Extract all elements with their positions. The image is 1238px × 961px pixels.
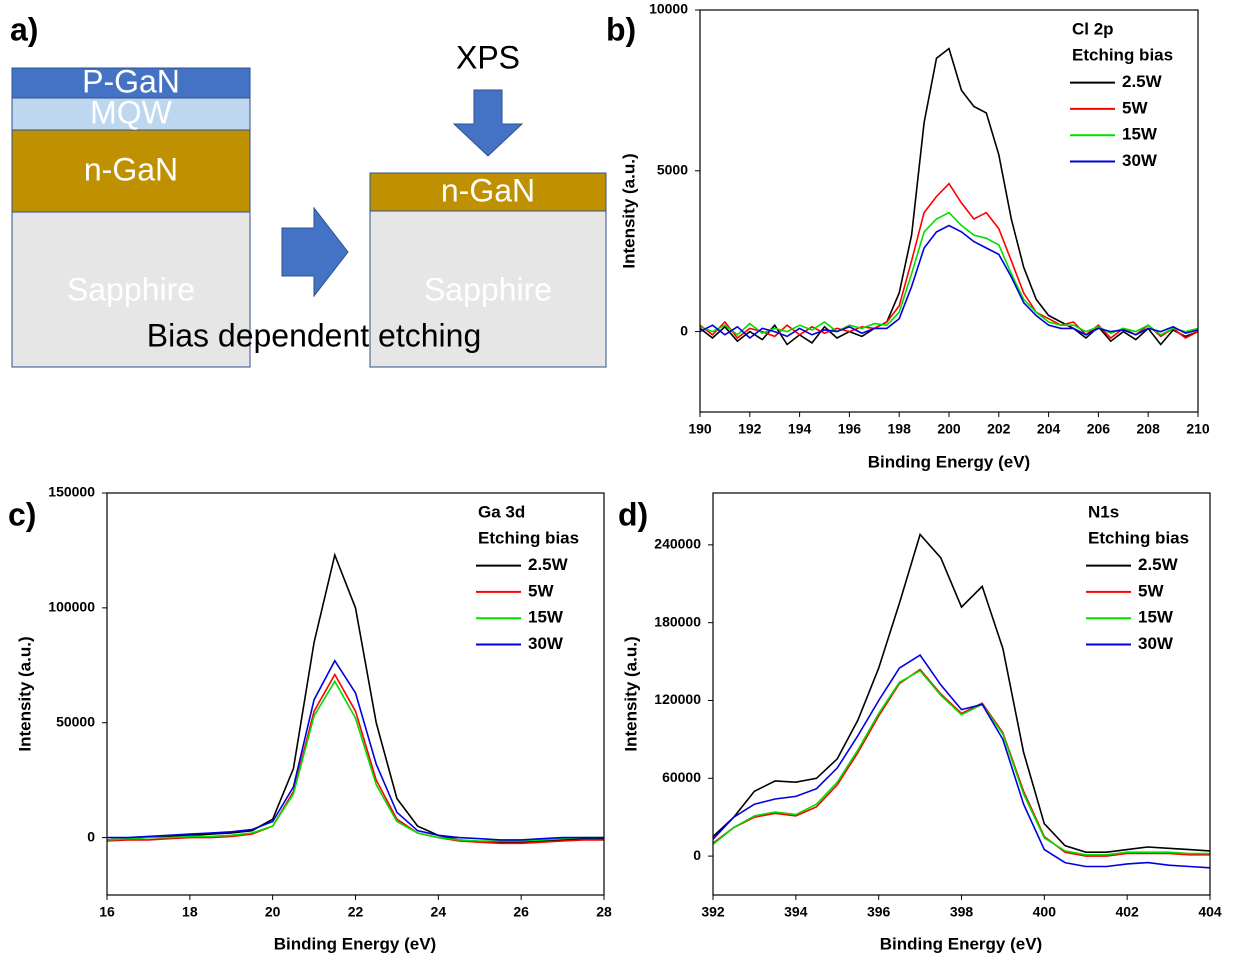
x-tick-label: 402 xyxy=(1115,904,1139,920)
series-line xyxy=(107,659,604,841)
diagram: a) P-GaN MQW n-GaN Sapphire n-GaN Sapphi… xyxy=(10,11,607,368)
x-tick-label: 192 xyxy=(738,421,762,437)
chart: 190 192 194 196 198 200 202 204 206 208 210 0 5000 10… xyxy=(606,1,1210,472)
y-tick-label: 150000 xyxy=(48,484,95,500)
series-line xyxy=(699,224,1199,340)
series-line xyxy=(106,672,604,845)
x-tick-label: 24 xyxy=(431,904,447,920)
y-tick-label: 0 xyxy=(693,847,701,863)
x-tick-label: 194 xyxy=(788,421,812,437)
x-tick-label: 206 xyxy=(1087,421,1111,437)
y-tick-label: 10000 xyxy=(649,1,688,17)
series-line xyxy=(712,669,1210,856)
arrow xyxy=(452,89,524,157)
layer-label: n-GaN xyxy=(84,151,178,187)
series-line xyxy=(106,552,604,843)
legend-label: 30W xyxy=(1138,634,1174,653)
legend-title: Etching bias xyxy=(1088,528,1189,547)
x-axis-label: Binding Energy (eV) xyxy=(880,934,1042,953)
legend-label: 30W xyxy=(1122,151,1158,170)
panel-label: c) xyxy=(8,496,36,532)
x-tick-label: 22 xyxy=(348,904,364,920)
x-axis-label: Binding Energy (eV) xyxy=(868,452,1030,471)
legend-title: N1s xyxy=(1088,502,1119,521)
panel-label: d) xyxy=(618,496,648,532)
series-line xyxy=(699,211,1199,336)
legend-label: 15W xyxy=(1122,125,1158,144)
y-axis-label: Intensity (a.u.) xyxy=(15,636,34,751)
legend-label: 5W xyxy=(528,581,554,600)
panel-label: a) xyxy=(10,11,38,47)
chart: 16 18 20 22 24 26 28 0 50000 100000 150000 Binding … xyxy=(8,484,612,954)
probe-label: XPS xyxy=(456,39,520,75)
series-line xyxy=(106,679,604,842)
plot-frame xyxy=(712,492,1211,896)
x-tick-label: 18 xyxy=(182,904,198,920)
layer xyxy=(11,97,251,131)
chart: 392 394 396 398 400 402 404 0 60000 120000 180000 2… xyxy=(618,492,1222,953)
y-tick-label: 0 xyxy=(87,828,95,844)
legend-title: Ga 3d xyxy=(478,502,525,521)
legend-label: 30W xyxy=(528,634,564,653)
y-tick-label: 0 xyxy=(680,322,688,338)
legend-label: 5W xyxy=(1122,98,1148,117)
x-tick-label: 394 xyxy=(784,904,808,920)
layer xyxy=(11,67,251,99)
series-line xyxy=(712,654,1211,869)
legend-title: Etching bias xyxy=(478,528,579,547)
x-tick-label: 210 xyxy=(1186,421,1210,437)
x-tick-label: 208 xyxy=(1137,421,1161,437)
x-tick-label: 198 xyxy=(888,421,912,437)
legend-title: Etching bias xyxy=(1072,45,1173,64)
layer-label: MQW xyxy=(90,94,173,130)
caption: Bias dependent etching xyxy=(147,317,481,353)
layer xyxy=(11,211,251,368)
x-tick-label: 196 xyxy=(838,421,862,437)
layer-label: Sapphire xyxy=(424,271,552,307)
y-tick-label: 100000 xyxy=(48,599,95,615)
y-axis-label: Intensity (a.u.) xyxy=(621,636,640,751)
series-line xyxy=(712,532,1211,853)
x-tick-label: 392 xyxy=(701,904,725,920)
arrow xyxy=(281,206,349,298)
y-tick-label: 5000 xyxy=(657,162,688,178)
layer-label: n-GaN xyxy=(441,172,535,208)
x-tick-label: 20 xyxy=(265,904,281,920)
layer-label: Sapphire xyxy=(67,271,195,307)
plot-frame xyxy=(699,9,1199,413)
y-tick-label: 50000 xyxy=(56,713,95,729)
y-axis-label: Intensity (a.u.) xyxy=(619,153,638,268)
x-tick-label: 396 xyxy=(867,904,891,920)
panel-label: b) xyxy=(606,11,636,47)
series-line xyxy=(699,47,1199,346)
x-tick-label: 404 xyxy=(1198,904,1222,920)
y-tick-label: 240000 xyxy=(654,536,701,552)
series-line xyxy=(712,668,1210,857)
legend-label: 5W xyxy=(1138,581,1164,600)
legend-title: Cl 2p xyxy=(1072,19,1114,38)
y-tick-label: 60000 xyxy=(662,769,701,785)
layer-label: P-GaN xyxy=(82,63,180,99)
legend-label: 2.5W xyxy=(528,555,569,574)
legend-label: 2.5W xyxy=(1122,72,1163,91)
legend-label: 15W xyxy=(1138,608,1174,627)
legend-label: 2.5W xyxy=(1138,555,1179,574)
x-tick-label: 16 xyxy=(99,904,115,920)
x-tick-label: 398 xyxy=(950,904,974,920)
layer xyxy=(369,210,607,368)
x-tick-label: 400 xyxy=(1033,904,1057,920)
y-tick-label: 180000 xyxy=(654,613,701,629)
layer xyxy=(11,129,251,213)
x-tick-label: 204 xyxy=(1037,421,1061,437)
x-tick-label: 200 xyxy=(937,421,961,437)
x-tick-label: 202 xyxy=(987,421,1011,437)
y-tick-label: 120000 xyxy=(654,691,701,707)
x-tick-label: 26 xyxy=(513,904,529,920)
x-tick-label: 190 xyxy=(688,421,712,437)
x-tick-label: 28 xyxy=(596,904,612,920)
series-line xyxy=(699,182,1199,340)
legend-label: 15W xyxy=(528,608,564,627)
x-axis-label: Binding Energy (eV) xyxy=(274,934,436,953)
